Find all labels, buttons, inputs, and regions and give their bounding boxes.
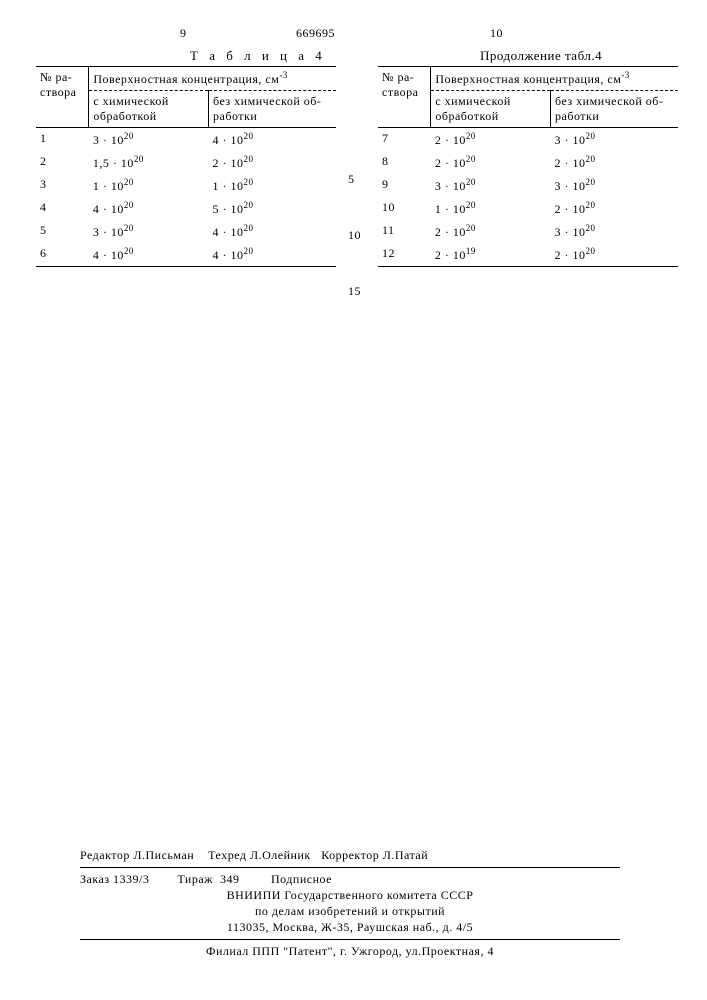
order-number: Заказ 1339/3 bbox=[80, 872, 149, 886]
header-concentration-exp: -3 bbox=[621, 70, 630, 80]
table-row: 122 · 10192 · 1020 bbox=[378, 243, 678, 267]
proofreader-credit: Корректор Л.Патай bbox=[321, 848, 428, 862]
cell-with-treatment: 1 · 1020 bbox=[431, 197, 551, 220]
page: 9 669695 10 Т а б л и ц а 4 Продолжение … bbox=[0, 0, 707, 1000]
header-concentration: Поверхностная концентрация, см-3 bbox=[89, 67, 336, 91]
header-solution-number: № ра-створа bbox=[378, 67, 431, 128]
footer-credits: Редактор Л.Письман Техред Л.Олейник Корр… bbox=[80, 848, 620, 863]
cell-solution-number: 2 bbox=[36, 151, 89, 174]
table-row: 53 · 10204 · 1020 bbox=[36, 220, 336, 243]
cell-without-treatment: 2 · 1020 bbox=[551, 151, 678, 174]
print-run: Тираж 349 bbox=[177, 872, 239, 886]
cell-without-treatment: 3 · 1020 bbox=[551, 128, 678, 152]
cell-without-treatment: 5 · 1020 bbox=[209, 197, 336, 220]
imprint-footer: Редактор Л.Письман Техред Л.Олейник Корр… bbox=[80, 847, 620, 960]
document-number: 669695 bbox=[296, 26, 335, 41]
cell-without-treatment: 4 · 1020 bbox=[209, 220, 336, 243]
header-concentration-text: Поверхностная концентрация, см bbox=[93, 72, 279, 86]
header-concentration-exp: -3 bbox=[279, 70, 288, 80]
publisher-line-2: по делам изобретений и открытий bbox=[80, 904, 620, 919]
footer-order-line: Заказ 1339/3 Тираж 349 Подписное bbox=[80, 872, 620, 887]
publisher-line-1: ВНИИПИ Государственного комитета СССР bbox=[80, 888, 620, 903]
table-row: 21,5 · 10202 · 1020 bbox=[36, 151, 336, 174]
cell-with-treatment: 4 · 1020 bbox=[89, 197, 209, 220]
cell-with-treatment: 1,5 · 1020 bbox=[89, 151, 209, 174]
cell-with-treatment: 2 · 1020 bbox=[431, 151, 551, 174]
right-column-number: 10 bbox=[490, 26, 503, 41]
table-row: 31 · 10201 · 1020 bbox=[36, 174, 336, 197]
tech-editor-credit: Техред Л.Олейник bbox=[208, 848, 311, 862]
cell-with-treatment: 3 · 1020 bbox=[431, 174, 551, 197]
cell-with-treatment: 3 · 1020 bbox=[89, 220, 209, 243]
branch-line: Филиал ППП "Патент", г. Ужгород, ул.Прое… bbox=[80, 944, 620, 959]
table-4-continuation-title: Продолжение табл.4 bbox=[480, 48, 602, 64]
cell-without-treatment: 2 · 1020 bbox=[209, 151, 336, 174]
cell-without-treatment: 4 · 1020 bbox=[209, 243, 336, 267]
cell-without-treatment: 2 · 1020 bbox=[551, 197, 678, 220]
cell-with-treatment: 2 · 1020 bbox=[431, 128, 551, 152]
cell-with-treatment: 1 · 1020 bbox=[89, 174, 209, 197]
cell-solution-number: 12 bbox=[378, 243, 431, 267]
table-row: 101 · 10202 · 1020 bbox=[378, 197, 678, 220]
cell-solution-number: 8 bbox=[378, 151, 431, 174]
header-with-treatment: с химической обработкой bbox=[89, 91, 209, 128]
cell-with-treatment: 3 · 1020 bbox=[89, 128, 209, 152]
cell-with-treatment: 4 · 1020 bbox=[89, 243, 209, 267]
margin-line-10: 10 bbox=[348, 228, 361, 243]
table-4-left: № ра-створа Поверхностная концентрация, … bbox=[36, 66, 336, 267]
cell-solution-number: 5 bbox=[36, 220, 89, 243]
table-row: 64 · 10204 · 1020 bbox=[36, 243, 336, 267]
header-without-treatment: без химической об-работки bbox=[209, 91, 336, 128]
header-solution-number: № ра-створа bbox=[36, 67, 89, 128]
table-row: 44 · 10205 · 1020 bbox=[36, 197, 336, 220]
table-row: 82 · 10202 · 1020 bbox=[378, 151, 678, 174]
cell-without-treatment: 4 · 1020 bbox=[209, 128, 336, 152]
cell-solution-number: 3 bbox=[36, 174, 89, 197]
cell-without-treatment: 3 · 1020 bbox=[551, 220, 678, 243]
header-without-treatment: без химической об-работки bbox=[551, 91, 678, 128]
cell-without-treatment: 1 · 1020 bbox=[209, 174, 336, 197]
cell-solution-number: 6 bbox=[36, 243, 89, 267]
cell-solution-number: 11 bbox=[378, 220, 431, 243]
editor-credit: Редактор Л.Письман bbox=[80, 848, 194, 862]
table-4-title: Т а б л и ц а 4 bbox=[190, 48, 326, 64]
table-row: 112 · 10203 · 1020 bbox=[378, 220, 678, 243]
cell-without-treatment: 2 · 1020 bbox=[551, 243, 678, 267]
margin-line-5: 5 bbox=[348, 172, 355, 187]
table-row: 93 · 10203 · 1020 bbox=[378, 174, 678, 197]
subscription: Подписное bbox=[271, 872, 332, 886]
table-row: 72 · 10203 · 1020 bbox=[378, 128, 678, 152]
cell-with-treatment: 2 · 1019 bbox=[431, 243, 551, 267]
cell-with-treatment: 2 · 1020 bbox=[431, 220, 551, 243]
header-concentration: Поверхностная концентрация, см-3 bbox=[431, 67, 678, 91]
footer-rule-2 bbox=[80, 939, 620, 940]
cell-solution-number: 4 bbox=[36, 197, 89, 220]
margin-line-15: 15 bbox=[348, 284, 361, 299]
table-row: 13 · 10204 · 1020 bbox=[36, 128, 336, 152]
header-with-treatment: с химической обработкой bbox=[431, 91, 551, 128]
cell-solution-number: 7 bbox=[378, 128, 431, 152]
left-column-number: 9 bbox=[180, 26, 187, 41]
footer-rule-1 bbox=[80, 867, 620, 868]
table-4-right: № ра-створа Поверхностная концентрация, … bbox=[378, 66, 678, 267]
cell-solution-number: 10 bbox=[378, 197, 431, 220]
cell-solution-number: 1 bbox=[36, 128, 89, 152]
publisher-address: 113035, Москва, Ж-35, Раушская наб., д. … bbox=[80, 920, 620, 935]
header-concentration-text: Поверхностная концентрация, см bbox=[435, 72, 621, 86]
cell-without-treatment: 3 · 1020 bbox=[551, 174, 678, 197]
cell-solution-number: 9 bbox=[378, 174, 431, 197]
